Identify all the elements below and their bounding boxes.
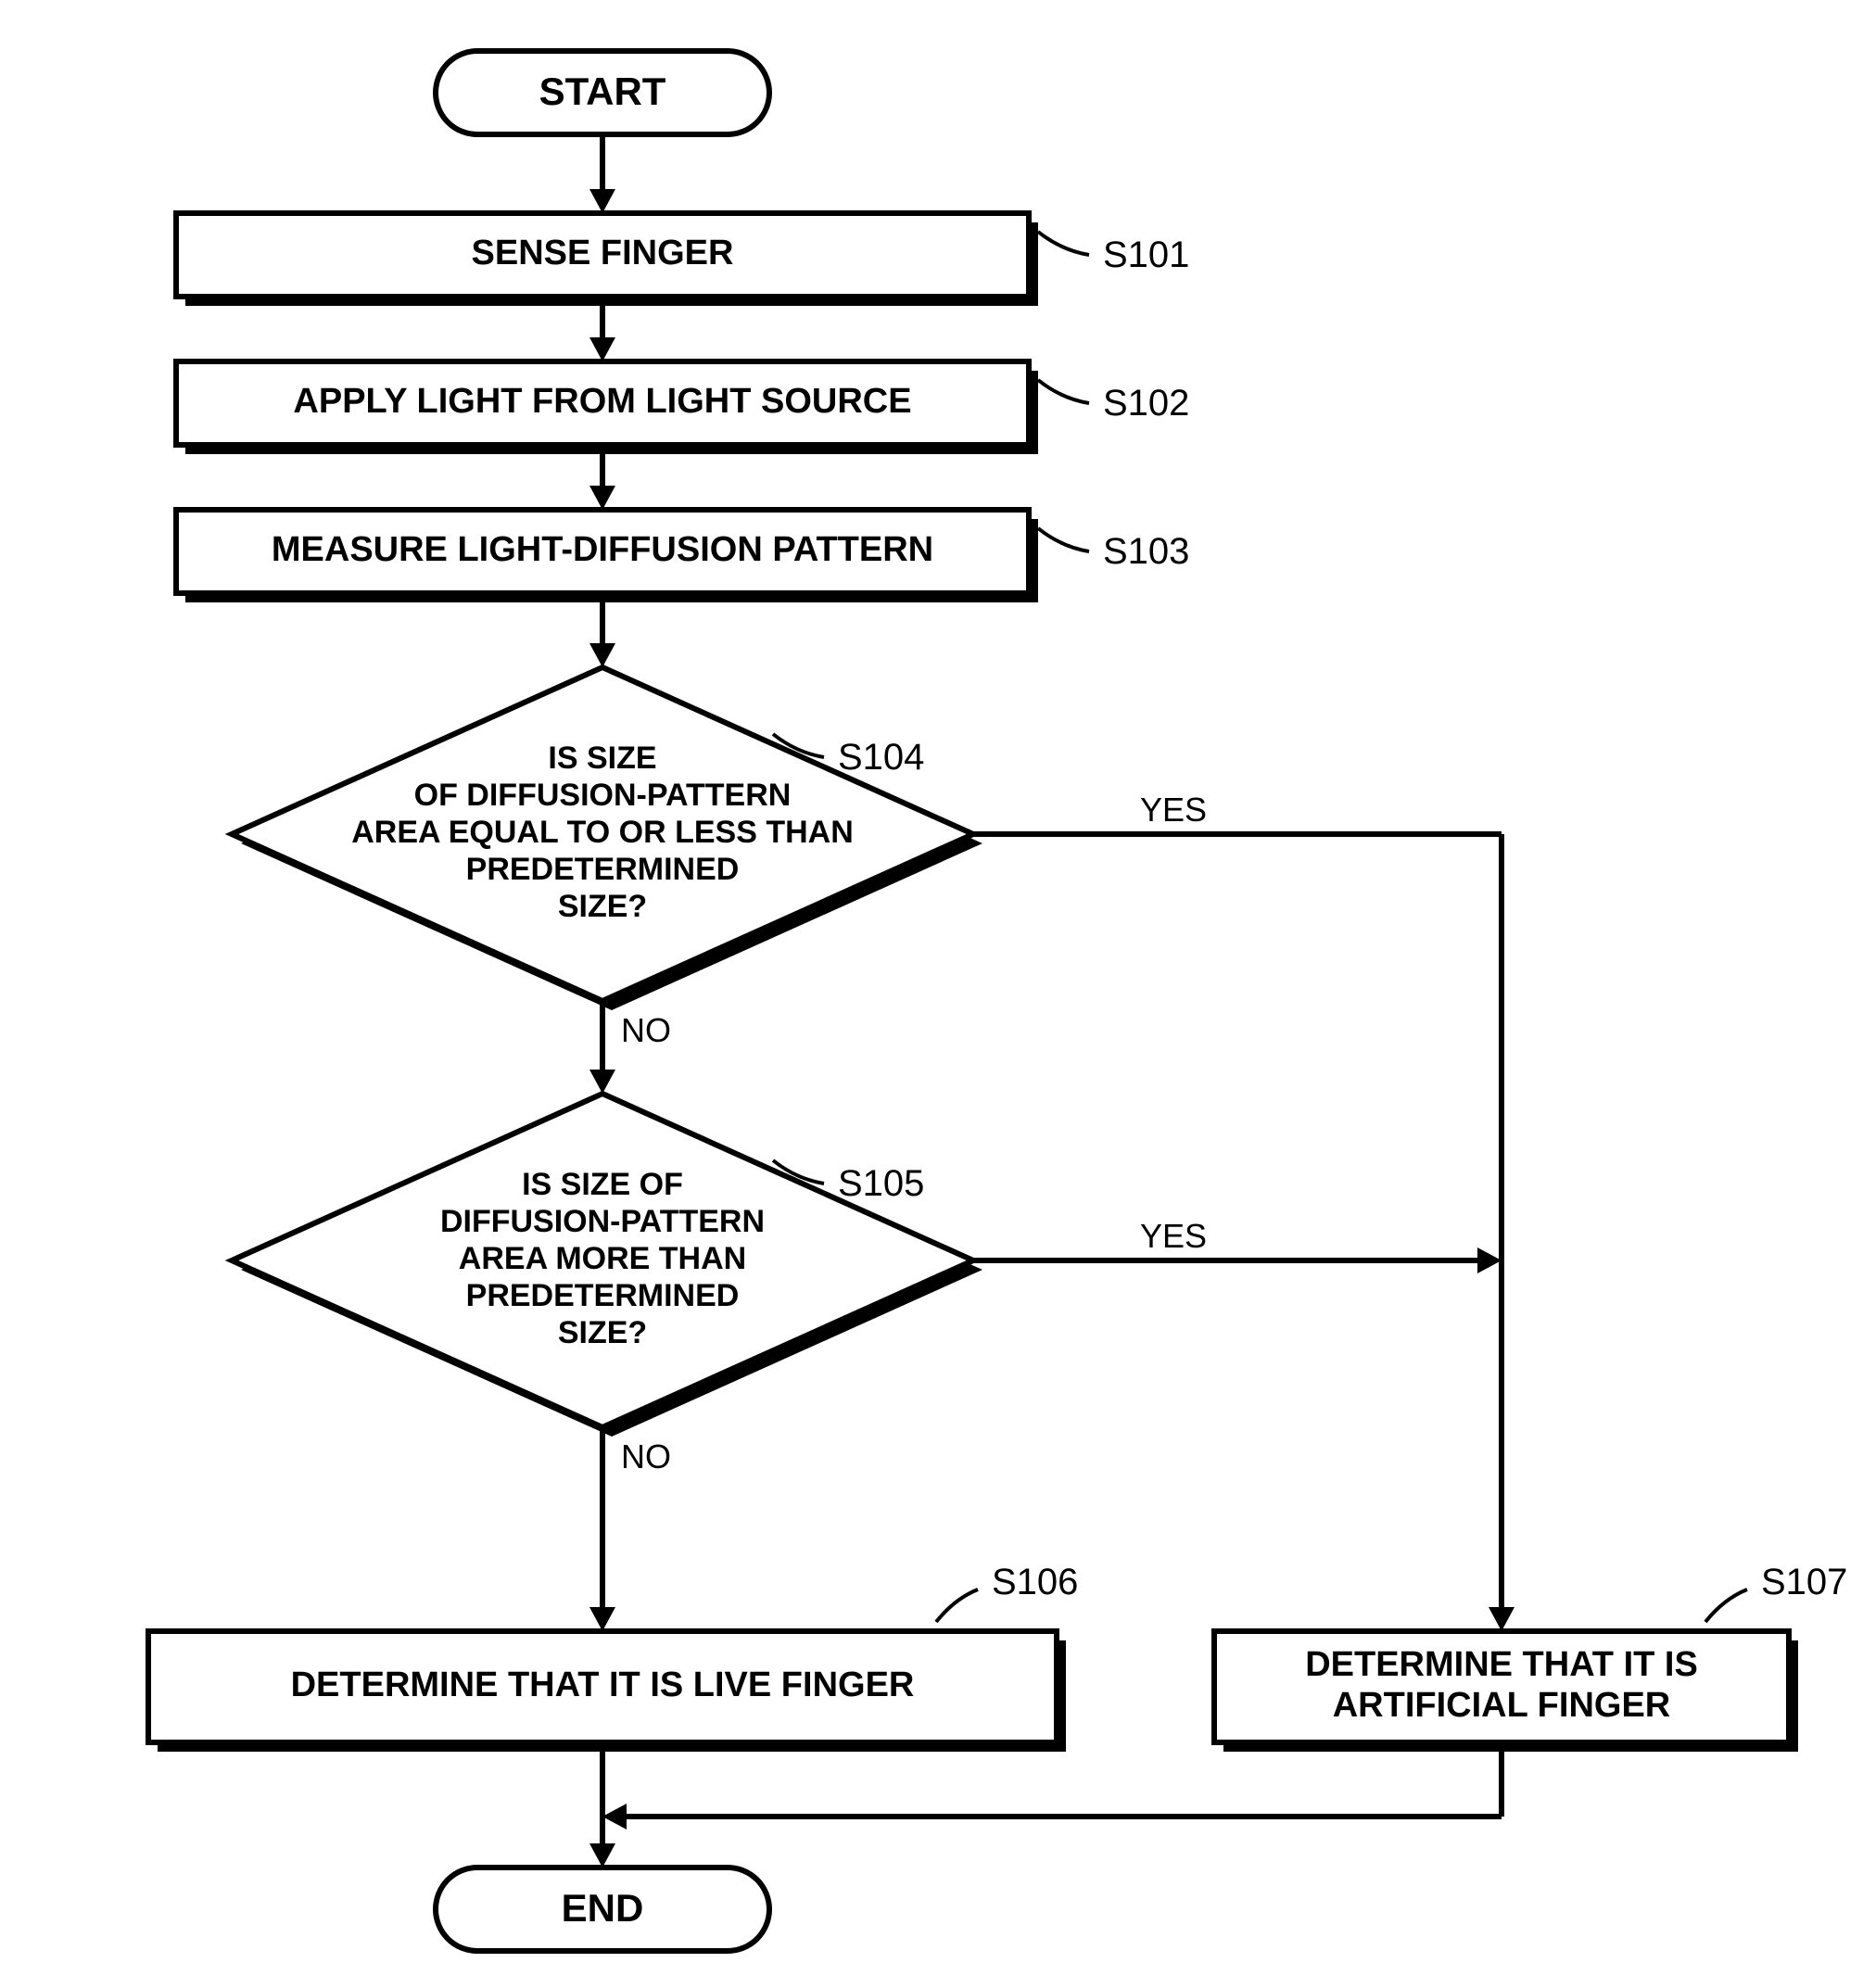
svg-text:MEASURE LIGHT-DIFFUSION PATTER: MEASURE LIGHT-DIFFUSION PATTERN (272, 530, 933, 569)
svg-text:DETERMINE THAT IT IS: DETERMINE THAT IT IS (1305, 1645, 1698, 1684)
svg-text:PREDETERMINED: PREDETERMINED (466, 1278, 740, 1313)
svg-text:NO: NO (621, 1011, 671, 1049)
svg-text:S107: S107 (1761, 1562, 1847, 1602)
svg-text:S105: S105 (838, 1163, 924, 1204)
svg-text:AREA MORE THAN: AREA MORE THAN (459, 1241, 746, 1276)
svg-text:YES: YES (1140, 1217, 1207, 1255)
svg-text:S101: S101 (1103, 234, 1189, 275)
svg-text:IS SIZE OF: IS SIZE OF (522, 1167, 683, 1202)
svg-text:PREDETERMINED: PREDETERMINED (466, 852, 740, 887)
flowchart: START SENSE FINGER S101 APPLY LIGHT FROM LI… (0, 0, 1863, 1988)
svg-text:SIZE?: SIZE? (558, 1315, 647, 1350)
svg-text:YES: YES (1140, 791, 1207, 829)
svg-text:NO: NO (621, 1437, 671, 1475)
svg-text:APPLY LIGHT FROM LIGHT SOURCE: APPLY LIGHT FROM LIGHT SOURCE (293, 382, 911, 421)
svg-text:OF DIFFUSION-PATTERN: OF DIFFUSION-PATTERN (414, 778, 792, 813)
svg-text:END: END (562, 1886, 644, 1930)
svg-text:START: START (539, 70, 666, 113)
svg-text:SIZE?: SIZE? (558, 889, 647, 924)
svg-text:SENSE FINGER: SENSE FINGER (472, 234, 734, 272)
svg-text:S104: S104 (838, 737, 924, 778)
svg-text:IS SIZE: IS SIZE (548, 741, 656, 776)
svg-text:AREA EQUAL TO OR LESS THAN: AREA EQUAL TO OR LESS THAN (351, 815, 854, 850)
svg-text:DETERMINE THAT IT IS LIVE FING: DETERMINE THAT IT IS LIVE FINGER (291, 1665, 915, 1704)
svg-text:S103: S103 (1103, 531, 1189, 572)
svg-text:DIFFUSION-PATTERN: DIFFUSION-PATTERN (440, 1204, 765, 1239)
svg-text:ARTIFICIAL FINGER: ARTIFICIAL FINGER (1333, 1686, 1671, 1725)
svg-text:S106: S106 (992, 1562, 1078, 1602)
svg-text:S102: S102 (1103, 383, 1189, 424)
